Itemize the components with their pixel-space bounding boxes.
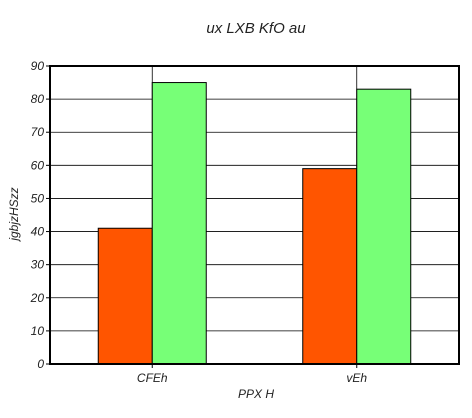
bar-series-2-CFEh — [151, 82, 207, 365]
bar-series-1-CFEh — [97, 227, 153, 365]
y-tick-label: 50 — [31, 191, 45, 205]
y-tick-label: 80 — [31, 92, 45, 106]
y-tick-label: 70 — [31, 125, 45, 139]
y-tick-label: 20 — [30, 291, 45, 305]
x-tick-label: CFEh — [137, 371, 168, 385]
y-tick-label: 60 — [31, 158, 45, 172]
plot-frame — [49, 65, 460, 365]
y-tick-label: 10 — [31, 324, 45, 338]
y-tick-label: 40 — [31, 225, 45, 239]
y-tick-label: 30 — [31, 258, 45, 272]
y-tick-label: 90 — [31, 59, 45, 73]
y-tick-label: 0 — [37, 357, 44, 371]
bars — [97, 82, 412, 365]
bar-series-2-vEh — [356, 88, 412, 365]
y-axis-label: jgbjzHSzz — [7, 187, 21, 242]
tick-labels: 0 10 20 30 40 50 60 70 80 90 CFEh vEh — [30, 59, 368, 385]
x-axis-label: PPX H — [238, 387, 274, 401]
bar-series-1-vEh — [302, 168, 358, 365]
x-tick-label: vEh — [346, 371, 367, 385]
chart-title: ux LXB KfO au — [206, 20, 306, 37]
